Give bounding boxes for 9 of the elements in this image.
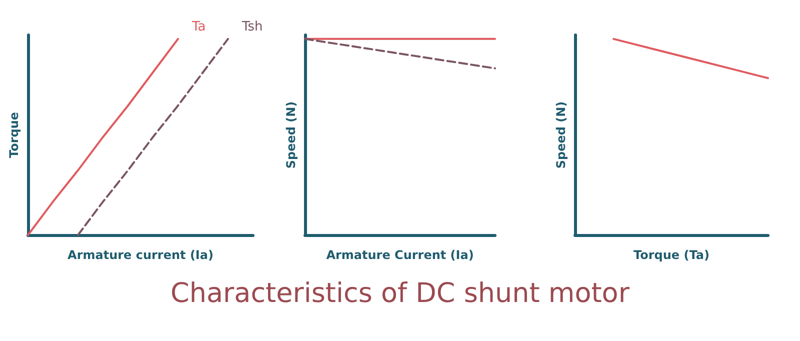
- text: Characteristics of DC shunt motor: [170, 278, 630, 309]
- series-label: Ta: [191, 19, 206, 34]
- x-axis-title: Torque (Ta): [634, 248, 710, 262]
- y-axis-title: Speed (N): [284, 101, 298, 169]
- y-axis-title: Speed (N): [554, 101, 568, 169]
- y-axis-title: Torque: [7, 112, 21, 158]
- x-axis-title: Armature current (Ia): [68, 248, 214, 262]
- series-label: Tsh: [241, 19, 263, 34]
- x-axis-title: Armature Current (Ia): [326, 248, 474, 262]
